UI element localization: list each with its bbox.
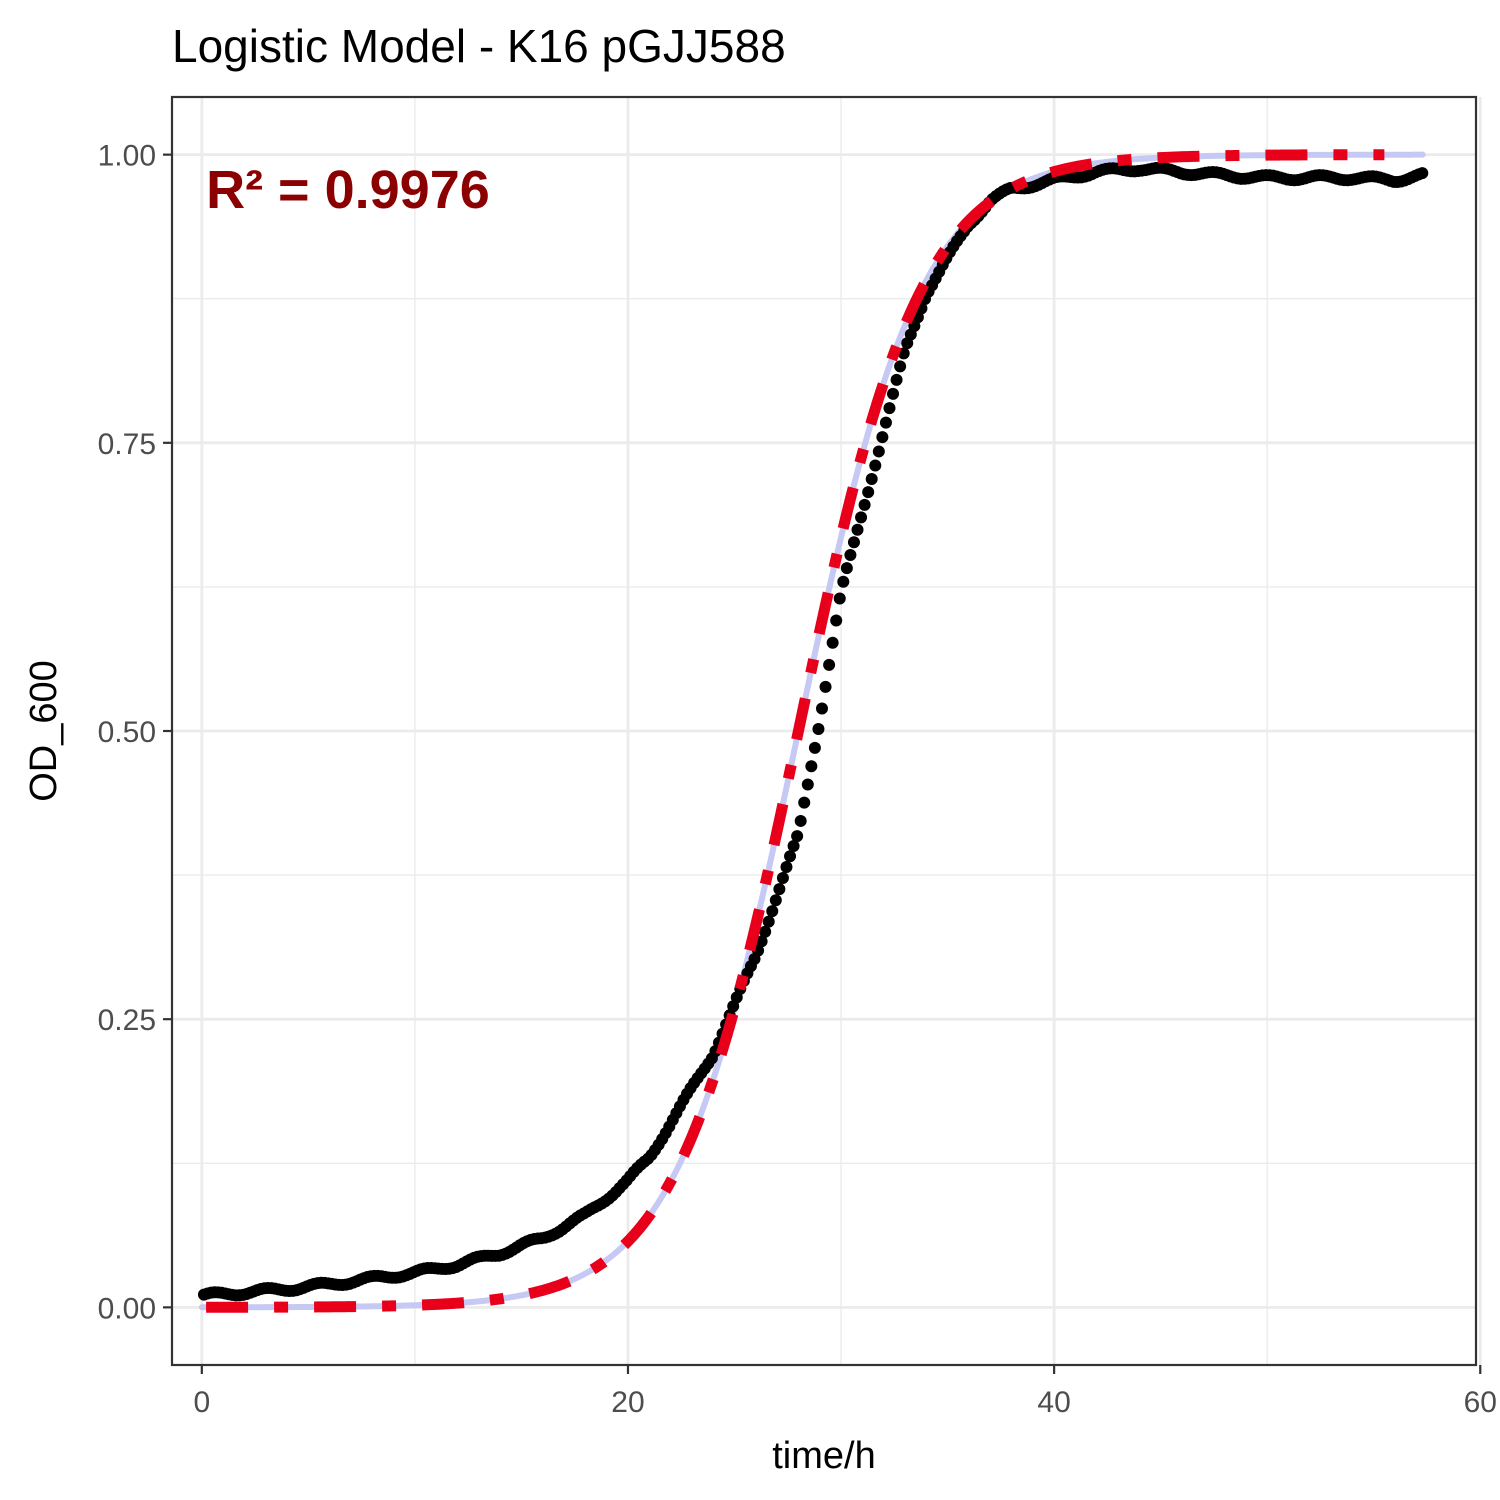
data-point	[794, 814, 807, 827]
data-point	[769, 894, 782, 907]
data-point	[780, 860, 793, 873]
data-point	[819, 680, 832, 693]
x-tick-label: 20	[611, 1386, 644, 1419]
data-point	[805, 760, 818, 773]
data-point	[844, 549, 857, 562]
data-point	[830, 614, 843, 627]
data-point	[872, 445, 885, 458]
x-axis-title: time/h	[772, 1435, 875, 1477]
data-point	[776, 871, 789, 884]
y-tick-label: 0.75	[98, 428, 156, 461]
data-point	[826, 636, 839, 649]
data-point	[833, 592, 846, 605]
data-point	[879, 416, 892, 429]
data-point	[812, 723, 825, 735]
data-point	[883, 402, 896, 415]
x-tick-label: 40	[1037, 1386, 1070, 1419]
data-points	[197, 161, 1429, 1302]
data-point	[840, 562, 853, 575]
data-point	[862, 486, 875, 499]
data-point	[791, 830, 804, 843]
y-tick-label: 0.50	[98, 716, 156, 749]
y-tick-label: 1.00	[98, 140, 156, 173]
y-tick-label: 0.25	[98, 1004, 156, 1037]
x-tick-label: 0	[193, 1386, 210, 1419]
data-point	[837, 575, 850, 588]
data-point	[847, 536, 860, 549]
data-point	[1416, 167, 1429, 180]
data-point	[801, 778, 814, 791]
data-point	[890, 373, 903, 386]
y-axis-title: OD_600	[23, 660, 65, 802]
data-point	[755, 935, 768, 948]
data-point	[823, 658, 836, 671]
data-point	[869, 459, 882, 472]
r-squared-annotation: R² = 0.9976	[206, 160, 490, 220]
data-point	[808, 741, 821, 754]
data-point	[766, 905, 779, 918]
chart-title: Logistic Model - K16 pGJJ588	[172, 20, 786, 72]
data-point	[773, 883, 786, 896]
data-point	[865, 473, 878, 486]
data-point	[762, 915, 775, 928]
data-point	[887, 387, 900, 400]
data-point	[759, 925, 772, 938]
x-tick-label: 60	[1464, 1386, 1497, 1419]
x-axis-ticks: 0 20 40 60	[193, 1365, 1497, 1419]
y-tick-label: 0.00	[98, 1292, 156, 1325]
data-point	[784, 850, 797, 863]
data-point	[815, 702, 828, 715]
y-axis-ticks: 0.00 0.25 0.50 0.75 1.00	[98, 140, 172, 1325]
data-point	[894, 360, 907, 373]
logistic-model-dashed-curve	[206, 149, 1385, 1313]
model-curve-layer	[206, 149, 1385, 1313]
data-point	[876, 431, 889, 444]
data-point	[858, 498, 871, 511]
data-point	[787, 840, 800, 852]
data-point	[851, 523, 864, 536]
data-point	[798, 796, 811, 809]
data-point	[855, 511, 868, 524]
